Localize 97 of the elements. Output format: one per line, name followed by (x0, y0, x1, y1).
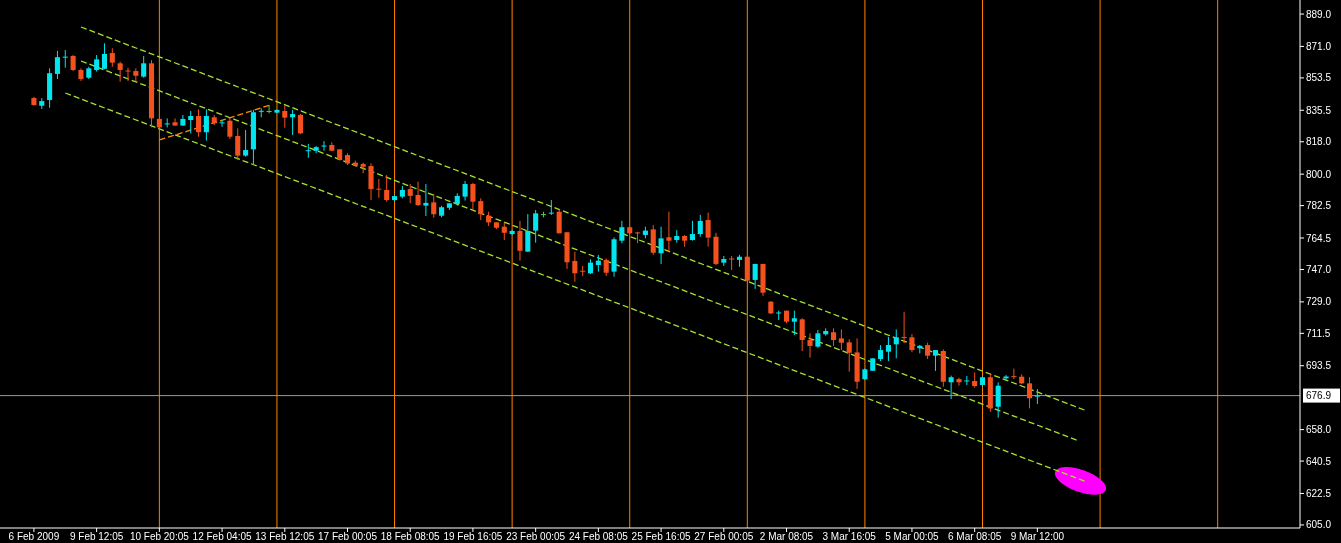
candlestick (188, 110, 194, 134)
y-tick-label: 835.5 (1306, 104, 1332, 116)
candlestick (909, 333, 915, 353)
candlestick (305, 143, 311, 159)
candlestick (901, 311, 907, 344)
x-tick-label: 18 Feb 08:05 (380, 531, 441, 542)
x-tick-label: 9 Feb 12:05 (69, 531, 124, 542)
candlestick (932, 349, 939, 372)
candlestick (729, 255, 735, 271)
y-tick-label: 853.5 (1306, 72, 1332, 84)
candlestick (556, 208, 562, 234)
candlestick (415, 181, 421, 207)
y-tick-label: 693.5 (1306, 360, 1332, 372)
candlestick (141, 55, 147, 79)
candlestick (243, 129, 249, 158)
candlestick (368, 162, 374, 201)
x-tick-label: 27 Feb 00:05 (694, 531, 754, 542)
candlestick (956, 377, 962, 387)
candlestick (619, 220, 625, 244)
y-tick-label: 818.0 (1306, 136, 1332, 148)
candlestick (658, 226, 664, 265)
candlestick (384, 174, 390, 203)
candlestick (885, 336, 891, 362)
candlestick (407, 183, 413, 204)
x-tick-label: 12 Feb 04:05 (192, 531, 252, 542)
candlestick (791, 310, 797, 336)
x-tick-label: 24 Feb 08:05 (568, 531, 629, 542)
candlestick (744, 255, 750, 283)
x-tick-label: 13 Feb 12:05 (255, 531, 315, 542)
x-tick-label: 19 Feb 16:05 (443, 531, 503, 542)
candlestick (838, 328, 844, 351)
x-tick-label: 2 Mar 08:05 (759, 531, 814, 542)
candlestick (697, 214, 703, 238)
y-tick-label: 640.5 (1306, 455, 1332, 467)
candlestick (572, 251, 578, 283)
y-tick-label: 871.0 (1306, 40, 1332, 52)
candlestick (62, 49, 68, 69)
candlestick (266, 104, 272, 114)
candlestick (462, 180, 468, 202)
candlestick (109, 47, 115, 68)
candlestick (117, 61, 123, 83)
candlestick (470, 182, 476, 211)
candlestick (297, 113, 304, 135)
y-tick-label: 782.5 (1306, 200, 1332, 212)
x-tick-label: 6 Mar 08:05 (947, 531, 1002, 542)
candlestick (431, 193, 437, 219)
candlestick (423, 183, 429, 217)
y-tick-label: 711.5 (1306, 327, 1331, 339)
candlestick (203, 108, 209, 142)
candlestick (752, 263, 758, 290)
y-tick-label: 622.5 (1306, 487, 1332, 499)
candlestick (227, 117, 233, 140)
ref-line-label: 676.9 (1306, 390, 1332, 402)
y-tick-label: 729.0 (1306, 296, 1332, 308)
candlestick (846, 338, 852, 373)
candlestick (125, 67, 131, 82)
candlestick (321, 140, 327, 152)
candlestick (799, 317, 805, 352)
candlestick (580, 265, 586, 277)
y-tick-label: 889.0 (1306, 8, 1332, 20)
x-tick-label: 23 Feb 00:05 (506, 531, 566, 542)
candlestick (525, 213, 531, 253)
candlestick (995, 381, 1001, 419)
x-tick-label: 9 Mar 12:00 (1010, 531, 1065, 542)
x-tick-label: 6 Feb 2009 (8, 531, 60, 542)
x-tick-label: 25 Feb 16:05 (631, 531, 691, 542)
candlestick (948, 375, 954, 400)
y-tick-label: 658.0 (1306, 424, 1332, 436)
y-tick-label: 605.0 (1306, 519, 1332, 531)
candlestick (101, 42, 108, 70)
candlestick (533, 209, 539, 244)
candlestick (650, 224, 656, 256)
x-tick-label: 3 Mar 16:05 (822, 531, 877, 542)
candlestick (478, 197, 484, 221)
candlestick (666, 211, 672, 253)
candlestick (1026, 376, 1033, 409)
y-tick-label: 800.0 (1306, 168, 1332, 180)
x-tick-label: 17 Feb 00:05 (318, 531, 378, 542)
candlestick (689, 220, 695, 242)
candlestick (235, 127, 241, 161)
y-tick-label: 747.0 (1306, 263, 1332, 275)
candlestick (196, 108, 202, 138)
candlestick (548, 199, 554, 216)
candlestick (1034, 388, 1040, 405)
candlestick (517, 220, 523, 262)
candlestick (1011, 368, 1017, 380)
y-tick-label: 764.5 (1306, 232, 1332, 244)
candlestick (282, 104, 288, 129)
candlestick (893, 328, 899, 359)
candlestick (54, 50, 60, 80)
candlestick (376, 178, 382, 199)
x-tick-label: 10 Feb 20:05 (129, 531, 190, 542)
candlestick (172, 117, 178, 127)
candlestick (807, 332, 813, 359)
x-tick-label: 5 Mar 00:05 (885, 531, 940, 542)
candlestick (219, 119, 225, 128)
candlestick (705, 212, 711, 248)
